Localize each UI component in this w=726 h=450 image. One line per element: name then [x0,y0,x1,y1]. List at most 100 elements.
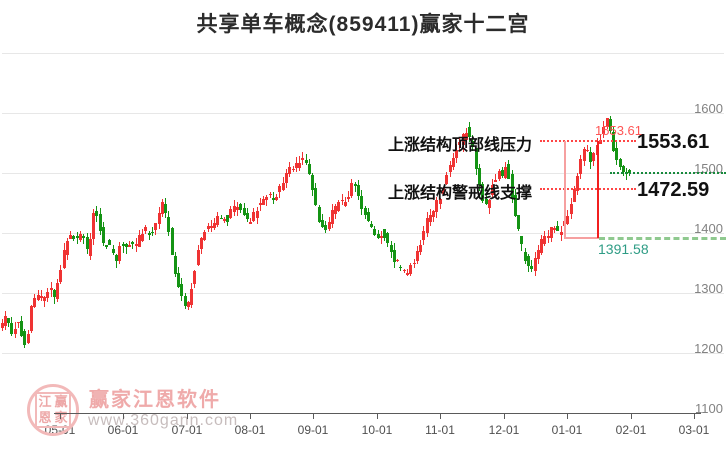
candle [527,255,530,267]
candle [196,250,200,266]
candle [497,170,501,179]
x-axis-tick [694,414,695,419]
candle [88,238,92,257]
candle [468,127,472,138]
warning-support-line [540,188,636,191]
candle [618,159,622,168]
candle [370,224,373,227]
candle [435,199,439,212]
candle [366,212,370,221]
candle [39,296,43,298]
support-annotation-label: 上涨结构警戒线支撑 [388,185,533,203]
candle [92,213,96,240]
candle [134,243,138,246]
candle [396,260,400,262]
candle [598,140,602,144]
candle [249,222,252,224]
candle [379,235,383,238]
candle [262,198,266,205]
candle [170,227,174,255]
candle-wick [151,226,153,237]
candle [461,133,465,146]
candle [183,295,187,306]
candle-wick [210,220,212,232]
pressure-value-label: 1553.61 [637,130,710,153]
candle-wick [586,144,588,152]
candle [311,175,315,191]
candle [422,230,426,241]
candle [95,211,99,216]
x-axis-tick-label: 12-01 [488,423,520,437]
candle [543,236,547,244]
candle [592,152,596,162]
y-axis-tick-label: 1100 [695,401,723,416]
candle-wick [83,233,85,244]
x-axis-tick-label: 03-01 [678,423,710,437]
candle [275,196,279,201]
candle [79,234,82,240]
gridline [2,293,724,294]
candle [298,162,302,168]
candle [278,186,282,193]
candle [124,243,128,248]
candle-wick [269,191,271,199]
candle [383,229,387,238]
support-value-label: 1472.59 [637,179,710,202]
candle [373,228,377,235]
candle [52,289,56,298]
candle [458,142,462,146]
candle [3,315,7,327]
candle-wick [44,296,45,308]
x-axis-tick [377,414,378,419]
candle [438,199,442,204]
candle [56,282,60,299]
candle [180,284,184,297]
pressure-level-line [540,139,636,142]
candle-wick [106,244,108,249]
candle [517,215,521,230]
candle [268,193,272,195]
candle [150,231,154,234]
candle [337,201,341,212]
candle [252,212,256,222]
candle [173,255,177,274]
x-axis-tick [631,414,632,419]
candle [23,330,27,345]
candle [455,150,458,158]
candle [137,234,141,247]
candle [203,231,207,241]
candle-wick [129,241,130,247]
candle [569,203,573,214]
candle [419,244,423,253]
candle [576,175,579,192]
candle [304,160,308,163]
candle [464,132,468,140]
x-axis-tick [60,414,61,419]
candle [350,183,354,196]
candle [65,240,69,256]
gridline [2,113,724,114]
x-axis-tick-label: 09-01 [297,423,329,437]
candle [386,233,390,244]
candle [281,183,285,190]
candle [471,140,475,147]
box-bottom-value-label: 1391.58 [598,241,649,258]
candle [402,270,406,272]
candle [226,215,230,222]
x-axis-tick [123,414,124,419]
candle [49,288,53,291]
candle [0,322,4,329]
x-axis-line [54,413,701,414]
candle [605,118,609,127]
candle-wick [341,194,343,205]
candle-wick [348,191,350,202]
recent-high-value-label: 1553.61 [595,122,642,138]
candle-wick [220,214,222,219]
candle [389,245,393,252]
candle [445,175,449,184]
candle [115,254,118,262]
candle [494,179,498,182]
watermark-brand-text: 赢家江恩软件 [89,389,221,411]
